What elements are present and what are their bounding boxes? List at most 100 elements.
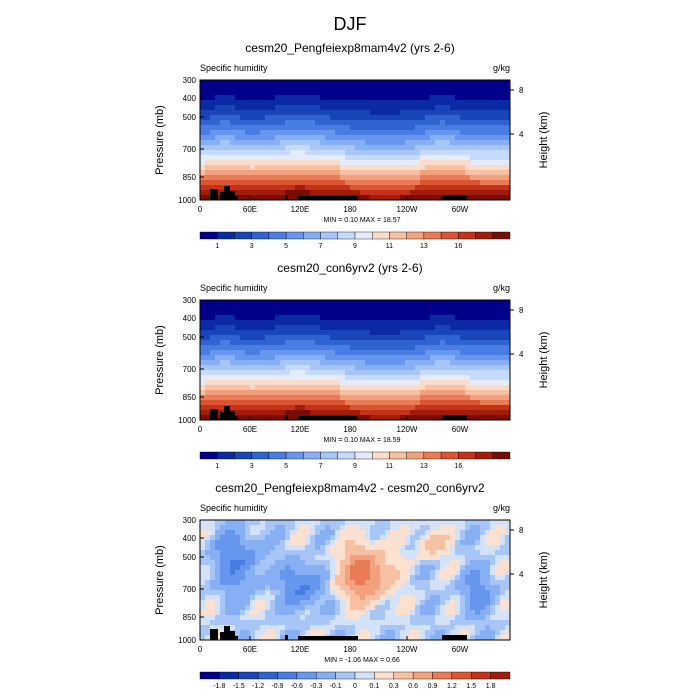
heatmap-cell <box>250 305 256 311</box>
heatmap-cell <box>235 620 241 626</box>
heatmap-cell <box>250 570 256 576</box>
heatmap-cell <box>365 570 371 576</box>
heatmap-cell <box>440 85 446 91</box>
heatmap-cell <box>275 565 281 571</box>
heatmap-cell <box>470 345 476 351</box>
heatmap-cell <box>295 330 301 336</box>
heatmap-cell <box>410 380 416 386</box>
heatmap-cell <box>390 405 396 411</box>
heatmap-cell <box>335 105 341 111</box>
heatmap-cell <box>370 145 376 151</box>
heatmap-cell <box>280 540 286 546</box>
heatmap-cell <box>230 175 236 181</box>
heatmap-cell <box>380 145 386 151</box>
heatmap-cell <box>345 410 351 416</box>
colorbar-swatch <box>389 231 407 240</box>
heatmap-cell <box>505 400 511 406</box>
heatmap-cell <box>430 170 436 176</box>
heatmap-cell <box>430 185 436 191</box>
heatmap-cell <box>330 540 336 546</box>
heatmap-cell <box>290 80 296 86</box>
heatmap-cell <box>370 180 376 186</box>
heatmap-cell <box>455 90 461 96</box>
heatmap-cell <box>475 370 481 376</box>
heatmap-cell <box>245 525 251 531</box>
heatmap-cell <box>505 90 511 96</box>
heatmap-cell <box>475 590 481 596</box>
heatmap-cell <box>230 555 236 561</box>
heatmap-cell <box>445 365 451 371</box>
heatmap-cell <box>420 135 426 141</box>
heatmap-cell <box>295 340 301 346</box>
heatmap-cell <box>410 555 416 561</box>
heatmap-cell <box>290 610 296 616</box>
heatmap-cell <box>480 370 486 376</box>
heatmap-cell <box>225 580 231 586</box>
heatmap-cell <box>435 390 441 396</box>
heatmap-cell <box>440 190 446 196</box>
heatmap-cell <box>350 550 356 556</box>
heatmap-cell <box>290 410 296 416</box>
heatmap-cell <box>340 395 346 401</box>
heatmap-cell <box>430 350 436 356</box>
colorbar-swatch <box>296 671 317 680</box>
heatmap-cell <box>505 555 511 561</box>
heatmap-cell <box>440 330 446 336</box>
heatmap-cell <box>305 610 311 616</box>
heatmap-cell <box>235 115 241 121</box>
heatmap-cell <box>245 80 251 86</box>
heatmap-cell <box>415 85 421 91</box>
heatmap-cell <box>410 600 416 606</box>
heatmap-cell <box>495 110 501 116</box>
heatmap-cell <box>465 560 471 566</box>
heatmap-cell <box>245 115 251 121</box>
heatmap-cell <box>345 615 351 621</box>
heatmap-cell <box>335 400 341 406</box>
y-axis-label: Pressure (mb) <box>154 545 166 615</box>
heatmap-cell <box>290 385 296 391</box>
heatmap-cell <box>310 160 316 166</box>
heatmap-cell <box>375 385 381 391</box>
heatmap-cell <box>490 140 496 146</box>
heatmap-cell <box>250 330 256 336</box>
heatmap-cell <box>200 155 206 161</box>
heatmap-cell <box>200 105 206 111</box>
colorbar-label: 7 <box>319 243 323 250</box>
heatmap-cell <box>220 385 226 391</box>
heatmap-cell <box>295 410 301 416</box>
heatmap-cell <box>220 100 226 106</box>
heatmap-cell <box>435 320 441 326</box>
heatmap-cell <box>265 305 271 311</box>
heatmap-cell <box>415 550 421 556</box>
heatmap-cell <box>270 80 276 86</box>
heatmap-cell <box>435 155 441 161</box>
heatmap-cell <box>285 300 291 306</box>
heatmap-cell <box>400 320 406 326</box>
heatmap-cell <box>350 600 356 606</box>
heatmap-cell <box>465 325 471 331</box>
heatmap-cell <box>360 385 366 391</box>
heatmap-cell <box>260 545 266 551</box>
heatmap-cell <box>405 625 411 631</box>
heatmap-cell <box>470 180 476 186</box>
heatmap-cell <box>420 365 426 371</box>
heatmap-cell <box>395 545 401 551</box>
heatmap-cell <box>380 185 386 191</box>
heatmap-cell <box>495 350 501 356</box>
heatmap-cell <box>410 590 416 596</box>
heatmap-cell <box>385 195 391 201</box>
heatmap-cell <box>210 180 216 186</box>
heatmap-cell <box>235 560 241 566</box>
heatmap-cell <box>400 590 406 596</box>
heatmap-cell <box>470 570 476 576</box>
heatmap-cell <box>280 555 286 561</box>
heatmap-cell <box>390 355 396 361</box>
heatmap-cell <box>285 360 291 366</box>
heatmap-cell <box>300 605 306 611</box>
heatmap-cell <box>380 630 386 636</box>
heatmap-cell <box>265 395 271 401</box>
heatmap-cell <box>335 345 341 351</box>
heatmap-cell <box>475 150 481 156</box>
heatmap-cell <box>215 585 221 591</box>
heatmap-cell <box>335 630 341 636</box>
